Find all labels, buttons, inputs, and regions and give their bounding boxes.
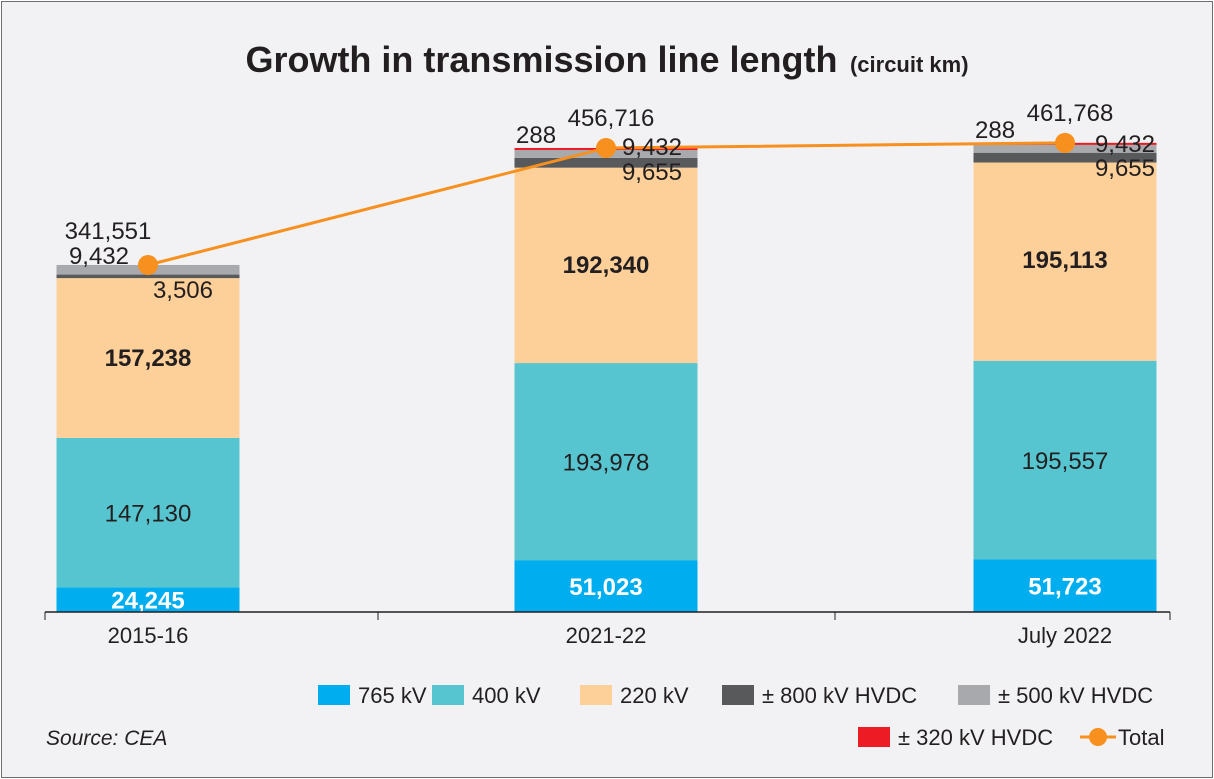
x-tick-label: July 2022 [1018,623,1112,648]
bar-segment [514,167,698,364]
bar-segment [514,560,698,612]
bar-segment [56,278,240,438]
data-label: 195,557 [1022,448,1109,475]
data-label: 288 [975,117,1015,144]
bar-segment [56,587,240,612]
data-label: 192,340 [563,252,650,279]
bar-segment [514,157,698,168]
bar-segment [514,363,698,561]
total-label: 461,768 [1027,100,1114,127]
total-point [1055,132,1075,153]
bar-segment [973,152,1157,163]
data-label: 9,655 [622,159,682,186]
total-point [596,137,616,158]
data-label: 51,023 [569,574,642,601]
x-tick-label: 2021-22 [566,623,647,648]
total-label: 456,716 [568,105,655,132]
bar-segment [56,437,240,588]
bar-segment [973,360,1157,560]
bar-segment [973,559,1157,612]
legend-label: ± 500 kV HVDC [998,683,1153,708]
legend-swatch [432,685,464,705]
legend-label: 765 kV [358,683,427,708]
bar-segment [56,274,240,279]
legend-label: Total [1118,725,1164,750]
legend-swatch [318,685,350,705]
x-tick-label: 2015-16 [108,623,189,648]
title-main: Growth in transmission line length [245,39,837,80]
chart-title: Growth in transmission line length (circ… [245,39,968,80]
legend-swatch [958,685,990,705]
legend-swatch [580,685,612,705]
legend-label: 220 kV [620,683,689,708]
data-label: 147,130 [105,501,192,528]
legend-label: ± 800 kV HVDC [762,683,917,708]
data-label: 9,432 [1095,131,1155,158]
data-label: 157,238 [105,345,192,372]
legend-label: ± 320 kV HVDC [898,725,1053,750]
data-label: 24,245 [111,588,184,615]
data-label: 3,506 [153,277,213,304]
data-label: 9,432 [69,243,129,270]
total-label: 341,551 [65,218,152,245]
source-note: Source: CEA [46,727,167,750]
bar-segment [973,162,1157,361]
legend-marker-total [1089,728,1107,746]
data-label: 9,432 [622,134,682,161]
data-label: 9,655 [1095,155,1155,182]
legend-swatch [858,727,890,747]
data-label: 195,113 [1022,247,1107,274]
data-label: 288 [516,122,556,149]
total-point [138,254,158,275]
data-label: 51,723 [1028,574,1101,601]
data-label: 193,978 [563,450,650,477]
title-unit: (circuit km) [850,52,969,77]
legend-label: 400 kV [472,683,541,708]
legend-swatch [722,685,754,705]
